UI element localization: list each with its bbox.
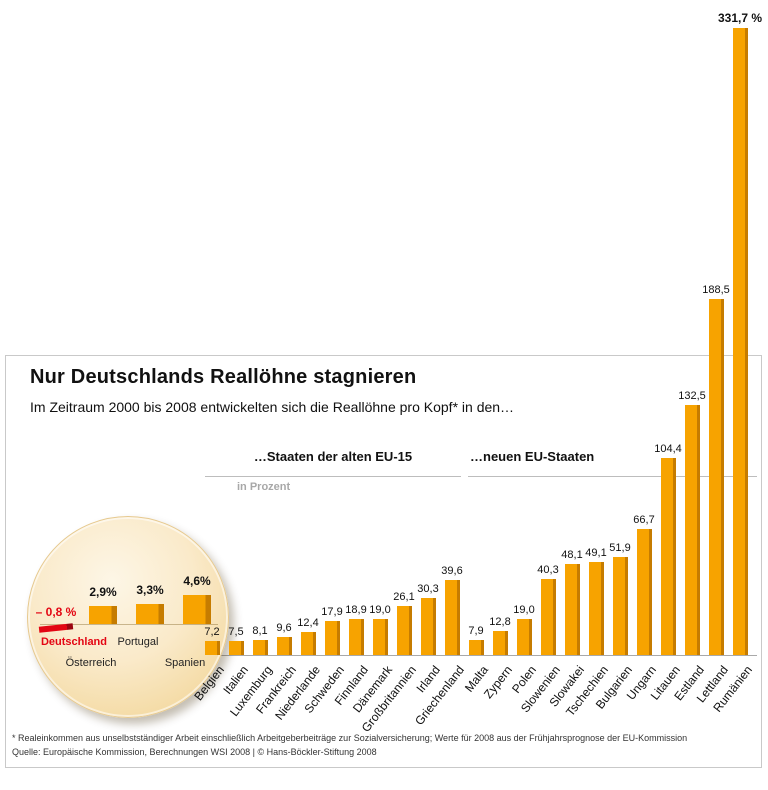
source-line: Quelle: Europäische Kommission, Berechnu… [12,747,377,757]
bar-value-Frankreich: 9,6 [276,622,292,634]
bar-Rumänien [733,28,748,655]
bar-value-Tschechien: 49,1 [585,547,607,559]
inset-value-Spanien: 4,6% [183,574,211,588]
bar-Belgien [205,641,220,655]
bar-value-Griechenland: 39,6 [441,565,463,577]
bar-value-Estland: 132,5 [678,390,706,402]
inset-value-Deutschland: – 0,8 % [35,605,77,619]
bar-Frankreich [277,637,292,655]
bar-Slowakei [565,564,580,655]
bar-chart: 7,2 Belgien 7,5 Italien 8,1 Luxemburg 9,6 Frank… [191,11,763,735]
bar-Italien [229,641,244,655]
bar-value-Italien: 7,5 [228,626,244,638]
bar-value-Irland: 30,3 [417,583,439,595]
bar-Lettland [709,299,724,655]
bar-Griechenland [445,580,460,655]
bar-Polen [517,619,532,655]
bar-value-Lettland: 188,5 [702,284,730,296]
inset-label-Portugal: Portugal [117,636,159,648]
section-header-new-eu-label: …neuen EU-Staaten [470,449,595,464]
bar-value-Luxemburg: 8,1 [252,625,268,637]
inset-label-Österreich: Österreich [65,657,117,669]
inset-bar-Österreich [89,606,117,624]
bar-Zypern [493,631,508,655]
bar-Ungarn [637,529,652,655]
bar-value-Slowenien: 40,3 [537,564,559,576]
bar-value-Finnland: 18,9 [345,604,367,616]
subtitle: Im Zeitraum 2000 bis 2008 entwickelten s… [30,399,515,415]
section-header-old-eu: …Staaten der alten EU-15 [205,449,461,477]
section-header-old-eu-label: …Staaten der alten EU-15 [253,449,413,464]
infographic: Nur Deutschlands Reallöhne stagnieren Im… [5,11,763,768]
bar-Finnland [349,619,364,655]
inset-bar-Portugal [136,604,164,624]
bar-value-Bulgarien: 51,9 [609,542,631,554]
bar-Irland [421,598,436,655]
footnote: * Realeinkommen aus unselbstständiger Ar… [12,733,688,743]
bar-value-Litauen: 104,4 [654,443,682,455]
inset-baseline [40,624,218,625]
inset-value-Portugal: 3,3% [136,583,164,597]
bar-Malta [469,640,484,655]
bar-value-Polen: 19,0 [513,604,535,616]
bar-value-Schweden: 17,9 [321,606,343,618]
bar-Estland [685,405,700,655]
bar-Dänemark [373,619,388,655]
bar-value-Großbritannien: 26,1 [393,591,415,603]
bar-value-Rumänien: 331,7 % [717,11,763,25]
section-header-new-eu: …neuen EU-Staaten [468,449,757,477]
bar-Schweden [325,621,340,655]
page-title: Nur Deutschlands Reallöhne stagnieren [30,366,417,388]
inset-label-Spanien: Spanien [164,657,206,669]
bar-value-Belgien: 7,2 [204,626,220,638]
unit-label: in Prozent [237,481,291,493]
bar-value-Zypern: 12,8 [489,616,511,628]
bar-value-Dänemark: 19,0 [369,604,391,616]
bar-Tschechien [589,562,604,655]
inset-bar-Spanien [183,595,211,624]
bar-Slowenien [541,579,556,655]
bar-Bulgarien [613,557,628,655]
bar-value-Niederlande: 12,4 [297,617,319,629]
bar-value-Malta: 7,9 [468,625,484,637]
bar-Großbritannien [397,606,412,655]
bar-Niederlande [301,632,316,655]
inset-label-Deutschland: Deutschland [40,636,107,648]
bar-Litauen [661,458,676,655]
bar-value-Slowakei: 48,1 [561,549,583,561]
bar-value-Ungarn: 66,7 [633,514,655,526]
chart-baseline [203,655,757,656]
magnifier-inset: – 0,8 % Deutschland 2,9% Österreich 3,3% Port… [27,516,229,718]
bar-Luxemburg [253,640,268,655]
inset-value-Österreich: 2,9% [89,585,117,599]
